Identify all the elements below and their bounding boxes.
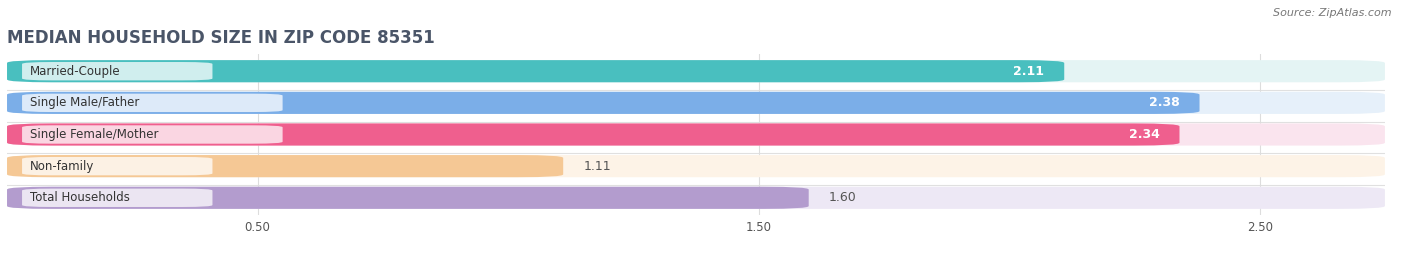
FancyBboxPatch shape (7, 92, 1385, 114)
FancyBboxPatch shape (7, 155, 564, 177)
FancyBboxPatch shape (22, 189, 212, 207)
Text: 1.11: 1.11 (583, 160, 610, 173)
Text: 2.11: 2.11 (1014, 65, 1045, 78)
Text: Single Female/Mother: Single Female/Mother (30, 128, 157, 141)
Text: Married-Couple: Married-Couple (30, 65, 120, 78)
Text: Total Households: Total Households (30, 191, 129, 204)
Text: 2.38: 2.38 (1149, 96, 1180, 109)
Text: MEDIAN HOUSEHOLD SIZE IN ZIP CODE 85351: MEDIAN HOUSEHOLD SIZE IN ZIP CODE 85351 (7, 29, 434, 47)
FancyBboxPatch shape (7, 187, 1385, 209)
FancyBboxPatch shape (7, 60, 1064, 82)
FancyBboxPatch shape (7, 92, 1199, 114)
FancyBboxPatch shape (7, 123, 1385, 146)
Text: Source: ZipAtlas.com: Source: ZipAtlas.com (1274, 8, 1392, 18)
FancyBboxPatch shape (22, 62, 212, 80)
FancyBboxPatch shape (7, 123, 1180, 146)
Text: Non-family: Non-family (30, 160, 94, 173)
FancyBboxPatch shape (7, 155, 1385, 177)
Text: 1.60: 1.60 (828, 191, 856, 204)
FancyBboxPatch shape (7, 60, 1385, 82)
FancyBboxPatch shape (22, 94, 283, 112)
FancyBboxPatch shape (22, 157, 212, 175)
Text: Single Male/Father: Single Male/Father (30, 96, 139, 109)
FancyBboxPatch shape (7, 187, 808, 209)
Text: 2.34: 2.34 (1129, 128, 1160, 141)
FancyBboxPatch shape (22, 125, 283, 144)
